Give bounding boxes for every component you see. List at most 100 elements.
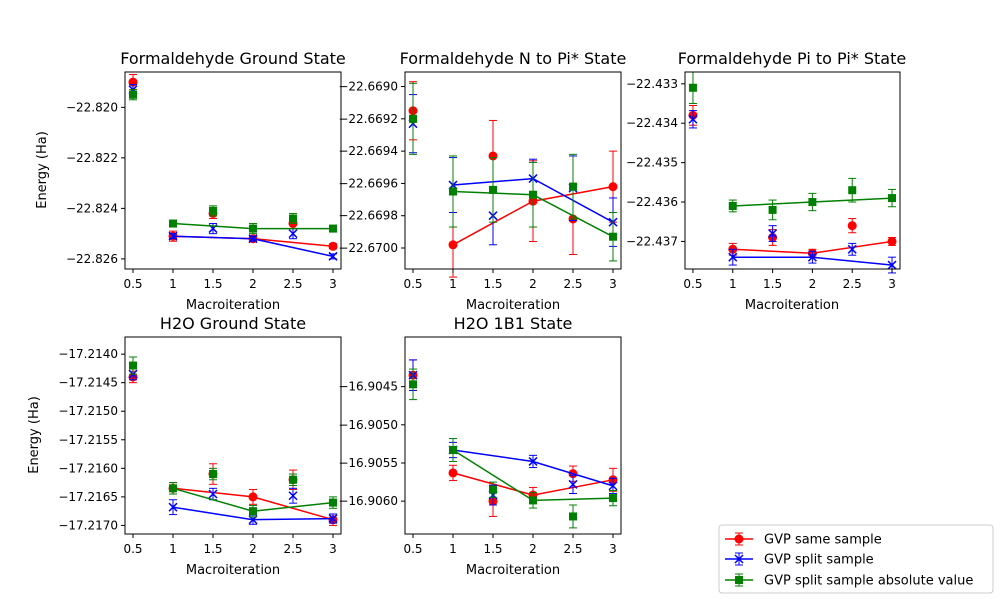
subplot-title: Formaldehyde N to Pi* State (400, 49, 627, 68)
data-point (728, 252, 738, 262)
y-tick-label: −22.437 (626, 234, 678, 248)
y-tick-label: −22.826 (66, 252, 118, 266)
data-point (249, 224, 257, 233)
plot-area: 0.5 1 1.5 2 2.5 3 −22.437 −22.436 −22.435 −22.434… (626, 71, 901, 291)
y-tick-label: −22.820 (66, 100, 118, 114)
y-tick-label: −17.2170 (58, 518, 118, 532)
legend-frame (718, 524, 994, 594)
plot-area: 0.5 1 1.5 2 2.5 3 −16.9060 −16.9055 −16.9050 −16.… (338, 336, 622, 556)
y-tick-label: −22.435 (626, 156, 678, 170)
data-point (688, 114, 698, 124)
data-point (848, 186, 857, 195)
y-tick-label: −17.2160 (58, 461, 118, 475)
data-point (608, 182, 618, 192)
series (688, 71, 897, 221)
x-tick-label: 3 (329, 542, 337, 556)
x-tick-label: 1 (729, 277, 737, 291)
x-tick-label: 2 (529, 277, 537, 291)
x-axis-label: Macroiteration (186, 563, 280, 578)
data-point (248, 492, 258, 502)
x-tick-label: 2 (809, 277, 817, 291)
y-tick-label: −22.822 (66, 151, 118, 165)
x-axis-label: Macroiteration (745, 298, 839, 313)
data-point (449, 446, 457, 455)
data-point (289, 214, 297, 223)
x-tick-label: 1.5 (203, 277, 222, 291)
y-tick-label: −17.2155 (58, 433, 118, 447)
axes-frame (124, 336, 342, 535)
data-point (289, 475, 297, 484)
y-tick-label: −22.6694 (338, 144, 398, 158)
y-tick-label: −22.6690 (338, 80, 398, 94)
legend-label: GVP split sample (764, 553, 874, 568)
subplot-h2o-ground: H2O Ground State Macroiteration Energy (… (27, 314, 342, 578)
axes-frame (404, 71, 622, 270)
y-tick-label: −16.9050 (338, 418, 398, 432)
plot-area: 0.5 1 1.5 2 2.5 3 −17.2170 −17.2165 −17.2160 −17.… (58, 336, 342, 556)
y-tick-label: −22.434 (626, 116, 678, 130)
subplot-formaldehyde-pi-to-pi: Formaldehyde Pi to Pi* State Macroiterat… (626, 49, 906, 313)
x-tick-label: 0.5 (403, 277, 422, 291)
data-point (329, 498, 337, 507)
data-point (608, 481, 618, 491)
y-tick-label: −17.2140 (58, 347, 118, 361)
x-tick-label: 3 (609, 542, 617, 556)
y-tick-label: −22.824 (66, 201, 118, 215)
x-axis-label: Macroiteration (466, 298, 560, 313)
x-tick-label: 2.5 (843, 277, 862, 291)
y-tick-label: −16.9060 (338, 494, 398, 508)
data-point (569, 182, 577, 191)
y-axis-label: Energy (Ha) (27, 396, 42, 474)
series (129, 356, 337, 518)
data-point (609, 494, 617, 503)
y-tick-label: −22.6698 (338, 209, 398, 223)
subplot-title: H2O Ground State (160, 314, 306, 333)
data-point (887, 236, 897, 246)
data-point (568, 479, 578, 489)
data-point (209, 470, 217, 479)
data-point (807, 252, 817, 262)
x-marker-icon (734, 554, 744, 564)
x-tick-label: 2.5 (563, 277, 582, 291)
data-point (288, 491, 298, 501)
x-tick-label: 2 (249, 277, 257, 291)
x-tick-label: 2 (529, 542, 537, 556)
x-tick-label: 2.5 (563, 542, 582, 556)
x-tick-label: 3 (329, 277, 337, 291)
x-tick-label: 3 (888, 277, 896, 291)
y-axis-label: Energy (Ha) (35, 131, 50, 209)
axes-frame (404, 336, 622, 535)
subplot-title: Formaldehyde Pi to Pi* State (678, 49, 906, 68)
subplot-formaldehyde-n-to-pi: Formaldehyde N to Pi* State Macroiterati… (338, 49, 626, 313)
axes-frame (684, 71, 901, 270)
legend-entry-split-sample-absolute: GVP split sample absolute value (725, 573, 973, 589)
x-axis-label: Macroiteration (186, 298, 280, 313)
data-point (288, 229, 298, 239)
subplot-title: H2O 1B1 State (454, 314, 573, 333)
plot-area: 0.5 1 1.5 2 2.5 3 −22.6700 −22.6698 −22.6696 −22.… (338, 71, 622, 291)
y-tick-label: −22.6700 (338, 241, 398, 255)
x-tick-label: 0.5 (683, 277, 702, 291)
data-point (488, 151, 498, 161)
y-tick-label: −17.2165 (58, 490, 118, 504)
data-point (847, 244, 857, 254)
data-point (888, 194, 897, 203)
data-point (168, 231, 178, 241)
data-point (169, 219, 177, 228)
data-point (248, 234, 258, 244)
data-point (768, 229, 778, 239)
x-tick-label: 1.5 (483, 277, 502, 291)
x-tick-label: 1 (169, 542, 177, 556)
x-tick-label: 1.5 (763, 277, 782, 291)
x-tick-label: 1 (169, 277, 177, 291)
legend-entry-same-sample: GVP same sample (725, 532, 882, 548)
data-point (688, 83, 697, 92)
data-point (489, 185, 497, 194)
data-point (409, 380, 417, 389)
data-point (449, 187, 457, 196)
data-point (249, 507, 257, 516)
data-point (847, 221, 857, 231)
data-point (528, 456, 538, 466)
series (688, 110, 897, 274)
